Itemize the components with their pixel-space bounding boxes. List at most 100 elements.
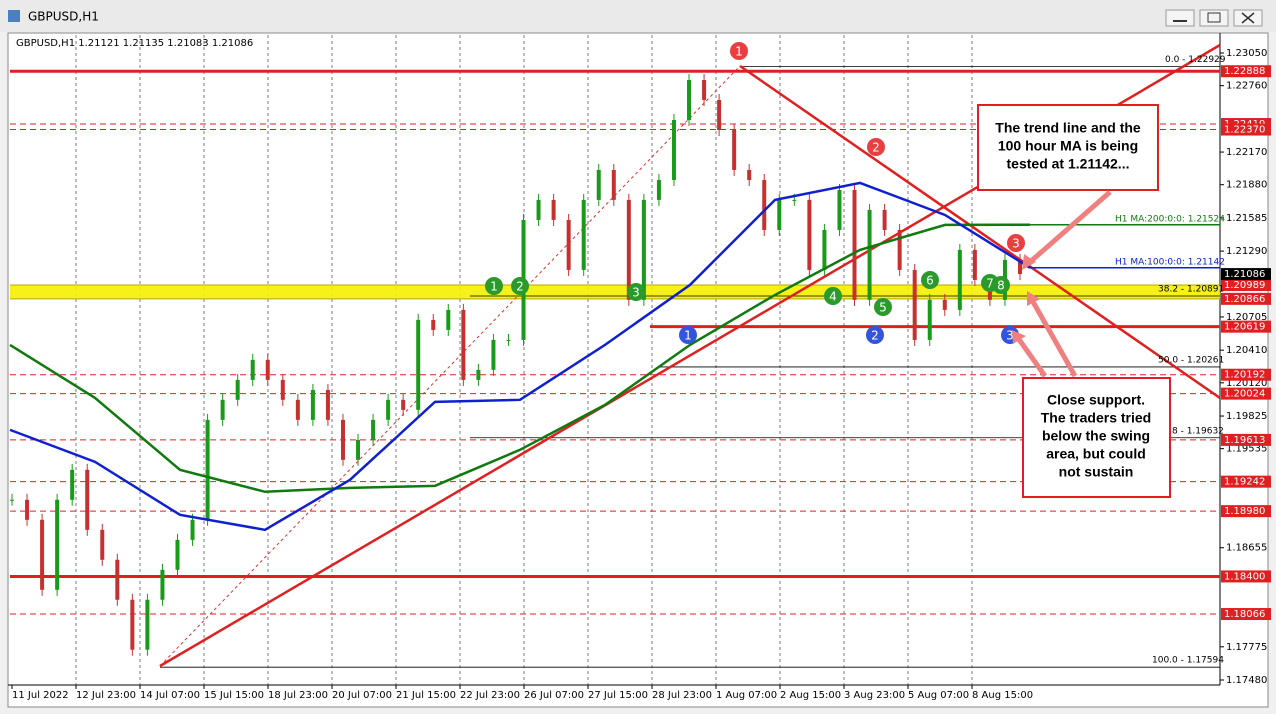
callout-text: below the swing — [1042, 428, 1150, 444]
candle — [371, 420, 375, 440]
swing-marker-label: 4 — [829, 290, 837, 304]
candle — [717, 100, 721, 130]
x-tick-label: 15 Jul 15:00 — [204, 690, 264, 701]
x-tick-label: 5 Aug 07:00 — [908, 690, 969, 701]
candle — [807, 200, 811, 270]
x-tick-label: 1 Aug 07:00 — [716, 690, 777, 701]
candle — [687, 80, 691, 120]
candle — [251, 360, 255, 380]
price-level-label: 1.22370 — [1224, 125, 1265, 136]
price-level-label: 1.20024 — [1224, 389, 1265, 400]
candle — [853, 190, 857, 300]
candle — [130, 600, 134, 650]
candle — [70, 470, 74, 500]
swing-marker-label: 1 — [684, 329, 692, 343]
candle — [702, 80, 706, 100]
swing-marker-label: 5 — [879, 301, 887, 315]
candle — [356, 440, 360, 460]
y-tick-label: 1.22170 — [1226, 147, 1267, 158]
x-tick-label: 2 Aug 15:00 — [780, 690, 841, 701]
candle — [25, 500, 29, 520]
swing-marker-label: 2 — [872, 141, 880, 155]
candle — [145, 600, 149, 650]
callout-text: tested at 1.21142... — [1007, 156, 1130, 172]
candle — [431, 320, 435, 330]
window-icon — [8, 10, 20, 22]
candle — [792, 200, 796, 201]
candle — [55, 500, 59, 590]
candle — [612, 170, 616, 200]
y-tick-label: 1.17775 — [1226, 642, 1267, 653]
y-tick-label: 1.21585 — [1226, 213, 1267, 224]
price-level-label: 1.19613 — [1224, 435, 1265, 446]
swing-marker-label: 8 — [997, 279, 1005, 293]
fib-label: 50.0 - 1.20261 — [1158, 355, 1224, 365]
candle — [191, 520, 195, 540]
candle — [822, 230, 826, 270]
x-tick-label: 21 Jul 15:00 — [396, 690, 456, 701]
minimize-button[interactable] — [1166, 10, 1194, 26]
callout-text: The traders tried — [1041, 410, 1151, 426]
candle — [928, 300, 932, 340]
x-tick-label: 27 Jul 15:00 — [588, 690, 648, 701]
callout-text: The trend line and the — [995, 120, 1141, 136]
candle — [115, 560, 119, 600]
candle — [221, 400, 225, 420]
candle — [732, 130, 736, 170]
price-level-label: 1.20989 — [1224, 280, 1265, 291]
candle — [491, 340, 495, 370]
fib-label: 8 - 1.19632 — [1172, 426, 1224, 436]
candle — [868, 210, 872, 300]
price-level-label: 1.19242 — [1224, 477, 1265, 488]
candle — [311, 390, 315, 420]
candle — [958, 250, 962, 310]
candle — [657, 180, 661, 200]
window-title: GBPUSD,H1 — [28, 10, 99, 24]
candle — [898, 230, 902, 270]
callout-text: Close support. — [1047, 392, 1145, 408]
candle — [506, 340, 510, 341]
y-tick-label: 1.22760 — [1226, 81, 1267, 92]
y-tick-label: 1.20410 — [1226, 345, 1267, 356]
x-tick-label: 3 Aug 23:00 — [844, 690, 905, 701]
y-tick-label: 1.19825 — [1226, 411, 1267, 422]
candle — [672, 120, 676, 180]
candle — [100, 530, 104, 560]
price-level-label: 1.18980 — [1224, 506, 1265, 517]
candle — [175, 540, 179, 570]
x-tick-label: 8 Aug 15:00 — [972, 690, 1033, 701]
candle — [281, 380, 285, 400]
ma-label: H1 MA:200:0:0: 1.21524 — [1115, 214, 1225, 224]
y-tick-label: 1.23050 — [1226, 48, 1267, 59]
swing-marker-label: 3 — [1012, 237, 1020, 251]
candle — [10, 500, 14, 501]
fib-label: 100.0 - 1.17594 — [1152, 656, 1224, 666]
support-zone — [10, 285, 1220, 299]
callout-text: not sustain — [1059, 464, 1134, 480]
candle — [476, 370, 480, 380]
current-price-label: 1.21086 — [1224, 269, 1265, 280]
candle — [973, 250, 977, 280]
price-level-label: 1.18066 — [1224, 609, 1265, 620]
maximize-button[interactable] — [1200, 10, 1228, 26]
x-tick-label: 12 Jul 23:00 — [76, 690, 136, 701]
candle — [386, 400, 390, 420]
candle — [582, 200, 586, 270]
candle — [597, 170, 601, 200]
candle — [943, 300, 947, 310]
x-tick-label: 18 Jul 23:00 — [268, 690, 328, 701]
candle — [747, 170, 751, 180]
candle — [160, 570, 164, 600]
fib-label: 0.0 - 1.22929 — [1165, 55, 1226, 65]
x-tick-label: 22 Jul 23:00 — [460, 690, 520, 701]
candle — [552, 200, 556, 220]
title-bar — [0, 0, 1276, 32]
callout-text: area, but could — [1046, 446, 1146, 462]
candle — [627, 200, 631, 300]
swing-marker-label: 6 — [926, 274, 934, 288]
candle — [913, 270, 917, 340]
candle — [341, 420, 345, 460]
candle — [85, 470, 89, 530]
x-tick-label: 20 Jul 07:00 — [332, 690, 392, 701]
